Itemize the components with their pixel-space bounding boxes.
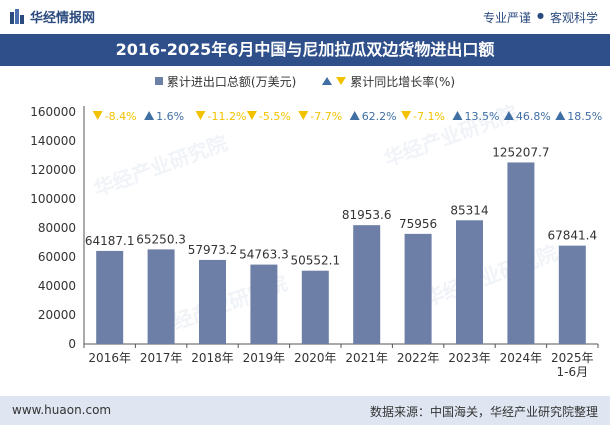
brand-name: 华经情报网	[30, 11, 96, 26]
bar-value-label: 50552.1	[290, 254, 340, 268]
bar	[147, 249, 175, 344]
y-tick-label: 60000	[38, 250, 76, 264]
chart-title: 2016-2025年6月中国与尼加拉瓜双边货物进出口额	[115, 40, 495, 59]
y-tick-label: 20000	[38, 308, 76, 322]
top-bar: 华经情报网 专业严谨 ● 客观科学	[0, 0, 610, 34]
footer: www.huaon.com 数据来源：中国海关，华经产业研究院整理	[0, 396, 610, 425]
bar-value-label: 65250.3	[136, 232, 186, 246]
bar	[456, 220, 483, 344]
growth-down-triangle-icon	[298, 111, 309, 120]
growth-down-triangle-icon	[92, 111, 103, 120]
growth-up-triangle-icon	[503, 111, 514, 120]
brand: 华经情报网	[10, 7, 95, 26]
x-category-label: 2020年	[294, 351, 337, 365]
bar-value-label: 57973.2	[188, 243, 238, 257]
growth-up-triangle-icon	[144, 111, 155, 120]
chart-legend: 累计进出口总额(万美元) 累计同比增长率(%)	[0, 70, 610, 92]
bar	[199, 259, 226, 344]
bar-value-label: 81953.6	[342, 208, 392, 222]
legend-label-growth: 累计同比增长率(%)	[350, 74, 456, 89]
growth-rate-label: -11.2%	[208, 110, 247, 123]
y-tick-label: 0	[68, 337, 76, 351]
growth-rate-label: 46.8%	[516, 110, 551, 123]
growth-rate-label: 62.2%	[362, 110, 397, 123]
x-category-label: 2017年	[140, 351, 183, 365]
bar	[353, 225, 381, 344]
growth-up-triangle-icon	[452, 111, 463, 120]
growth-rate-label: 1.6%	[156, 110, 184, 123]
tagline-separator: ●	[537, 11, 544, 20]
y-tick-label: 120000	[30, 163, 76, 177]
growth-rate-label: -7.7%	[310, 110, 342, 123]
bar	[96, 250, 124, 344]
growth-rate-label: 18.5%	[567, 110, 602, 123]
legend-item-total: 累计进出口总额(万美元)	[154, 73, 297, 90]
legend-label-total: 累计进出口总额(万美元)	[166, 74, 297, 89]
y-tick-label: 100000	[30, 192, 76, 206]
bar	[404, 233, 432, 344]
bar-value-label: 67841.4	[547, 229, 597, 243]
y-tick-label: 80000	[38, 221, 76, 235]
tagline: 专业严谨 ● 客观科学	[483, 9, 598, 26]
legend-item-growth: 累计同比增长率(%)	[322, 73, 455, 90]
tagline-right: 客观科学	[549, 11, 598, 25]
y-tick-label: 40000	[38, 279, 76, 293]
bar-chart: 0 20000 40000 60000 80000 100000 120000 140000 1…	[30, 105, 602, 379]
x-category-label: 2024年	[500, 351, 543, 365]
bar	[250, 264, 278, 344]
bar-value-label: 64187.1	[85, 234, 135, 248]
growth-down-triangle-icon	[246, 111, 257, 120]
growth-up-triangle-icon	[349, 111, 360, 120]
bar-value-label: 85314	[450, 203, 488, 217]
x-category-label: 2021年	[345, 351, 388, 365]
footer-website: www.huaon.com	[12, 403, 112, 417]
y-tick-label: 160000	[30, 105, 76, 119]
x-category-label: 2025年	[551, 351, 594, 365]
x-category-label: 2022年	[397, 351, 440, 365]
legend-bar-swatch	[154, 77, 163, 85]
y-tick-label: 140000	[30, 134, 76, 148]
x-category-label: 1-6月	[556, 365, 588, 379]
growth-rate-label: -8.4%	[105, 110, 137, 123]
growth-rate-label: 13.5%	[465, 110, 500, 123]
bar-value-label: 54763.3	[239, 248, 289, 262]
x-category-label: 2018年	[191, 351, 234, 365]
bar-value-label: 75956	[399, 217, 437, 231]
bar	[507, 162, 535, 344]
x-category-label: 2019年	[243, 351, 286, 365]
growth-down-triangle-icon	[401, 111, 412, 120]
legend-down-triangle-icon	[336, 77, 347, 85]
growth-rate-label: -7.1%	[413, 110, 445, 123]
growth-down-triangle-icon	[195, 111, 206, 120]
bar	[558, 245, 586, 344]
bar-chart-logo-icon	[10, 8, 24, 25]
tagline-left: 专业严谨	[482, 11, 531, 25]
bar-value-label: 125207.7	[492, 145, 549, 159]
title-bar: 2016-2025年6月中国与尼加拉瓜双边货物进出口额	[0, 34, 610, 66]
growth-up-triangle-icon	[555, 111, 566, 120]
bar	[301, 270, 329, 344]
x-category-label: 2016年	[88, 351, 131, 365]
growth-rate-label: -5.5%	[259, 110, 291, 123]
legend-up-triangle-icon	[322, 77, 333, 85]
x-category-label: 2023年	[448, 351, 491, 365]
footer-source: 数据来源：中国海关，华经产业研究院整理	[369, 405, 598, 419]
